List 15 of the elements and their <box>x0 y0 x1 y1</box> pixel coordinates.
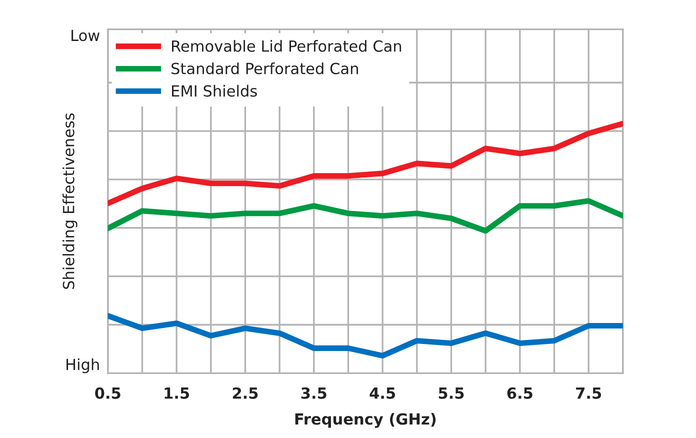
x-tick-label: 3.5 <box>301 387 326 399</box>
text: Low <box>72 30 100 42</box>
legend-label: Standard Perforated Can <box>172 62 358 74</box>
x-tick-label: 5.5 <box>438 388 464 399</box>
x-axis-title: Frequency (GHz) <box>295 412 436 428</box>
x-tick-label: 2.5 <box>232 387 258 399</box>
text: High <box>66 358 99 374</box>
y-axis-title: Shielding Effectiveness <box>62 113 78 289</box>
x-tick-label: 4.5 <box>370 388 396 399</box>
x-tick-label: 7.5 <box>576 388 602 399</box>
x-tick-label: 0.5 <box>95 387 120 399</box>
legend-label: Removable Lid Perforated Can <box>172 40 402 52</box>
legend-label: EMI Shields <box>172 84 257 97</box>
x-tick-label: 6.5 <box>507 387 532 399</box>
x-tick-label: 1.5 <box>164 388 190 399</box>
